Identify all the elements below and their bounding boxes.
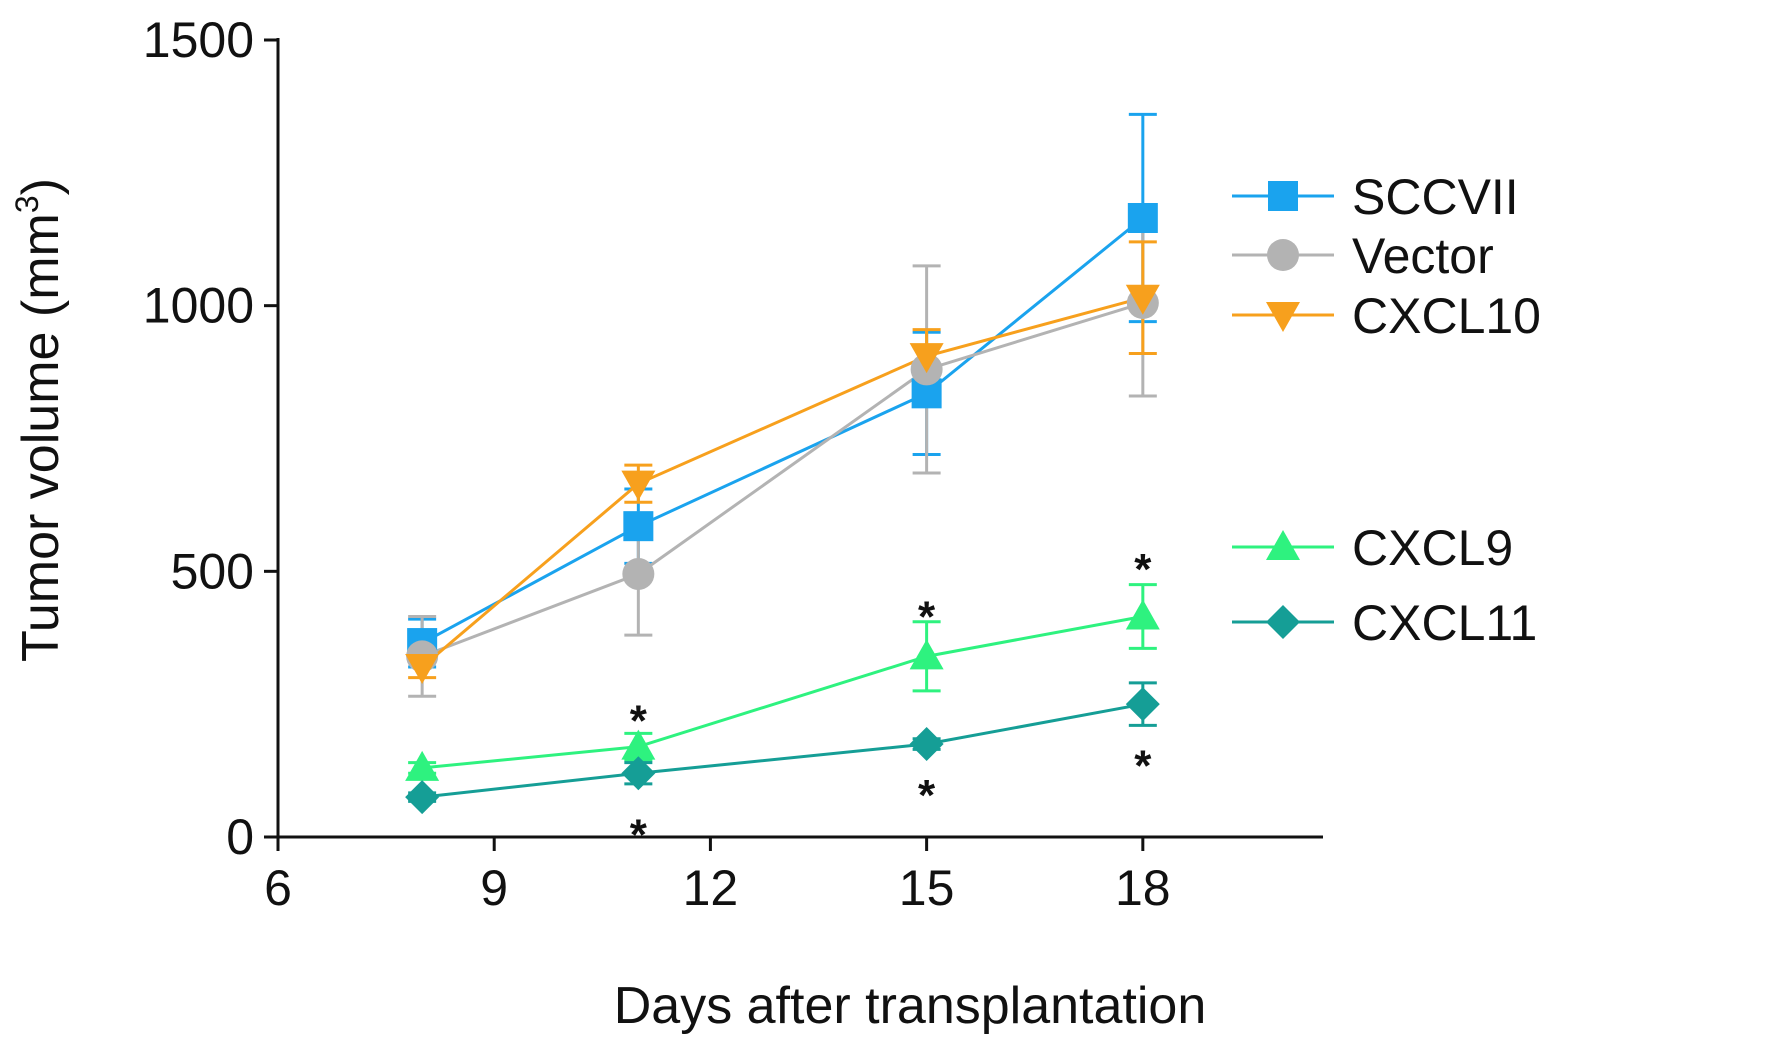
data-point-cxcl11 xyxy=(405,780,440,815)
data-point-vector xyxy=(622,557,655,590)
data-point-cxcl9 xyxy=(1125,599,1160,630)
error-bars xyxy=(408,112,1157,803)
data-markers xyxy=(405,202,1160,815)
significance-star: * xyxy=(918,593,936,642)
y-axis-title: Tumor volume (mm3) xyxy=(9,178,70,662)
series-line-sccvii xyxy=(421,216,1144,645)
y-tick-label: 1500 xyxy=(143,12,254,68)
significance-annotations: * * * * * * xyxy=(630,545,1152,860)
series-line-vector xyxy=(421,301,1144,658)
data-point-cxcl9 xyxy=(621,729,656,760)
series-line-cxcl11 xyxy=(421,702,1144,799)
y-axis-title-close: ) xyxy=(12,178,70,195)
data-point-cxcl10 xyxy=(405,653,440,684)
data-point-sccvii xyxy=(1127,202,1158,233)
y-tick-label: 0 xyxy=(226,809,254,865)
x-tick-label: 18 xyxy=(1115,860,1171,916)
x-axis-title: Days after transplantation xyxy=(614,977,1207,1035)
series-line-cxcl9 xyxy=(421,615,1144,770)
y-axis-title-superscript: 3 xyxy=(9,195,45,213)
x-tick-label: 15 xyxy=(899,860,955,916)
axes: 6 9 12 15 18 0 500 1000 1500 xyxy=(143,12,1323,916)
legend-label-vector: Vector xyxy=(1352,228,1494,284)
data-point-sccvii xyxy=(623,511,654,542)
significance-star: * xyxy=(918,771,936,820)
significance-star: * xyxy=(630,697,648,746)
legend-marker-vector xyxy=(1267,239,1299,271)
significance-star: * xyxy=(630,810,648,859)
x-tick-label: 9 xyxy=(480,860,508,916)
data-point-cxcl10 xyxy=(1125,284,1160,315)
data-point-cxcl11 xyxy=(621,756,656,791)
data-point-cxcl11 xyxy=(1125,687,1160,722)
data-point-cxcl10 xyxy=(621,470,656,501)
legend-label-cxcl10: CXCL10 xyxy=(1352,288,1541,344)
y-axis-title-main: Tumor volume (mm xyxy=(12,213,70,662)
y-tick-label: 1000 xyxy=(143,278,254,334)
data-point-cxcl9 xyxy=(909,639,944,670)
data-point-cxcl9 xyxy=(405,750,440,781)
legend-marker-cxcl10 xyxy=(1266,302,1300,332)
data-point-cxcl10 xyxy=(909,343,944,374)
legend-label-sccvii: SCCVII xyxy=(1352,169,1519,225)
legend-marker-cxcl9 xyxy=(1266,530,1300,560)
significance-star: * xyxy=(1134,741,1152,790)
data-point-cxcl11 xyxy=(909,727,944,762)
x-tick-label: 6 xyxy=(264,860,292,916)
legend-label-cxcl9: CXCL9 xyxy=(1352,520,1513,576)
series-line-cxcl10 xyxy=(421,296,1144,669)
legend-marker-sccvii xyxy=(1268,181,1298,211)
x-tick-label: 12 xyxy=(683,860,739,916)
significance-star: * xyxy=(1134,545,1152,594)
legend-marker-cxcl11 xyxy=(1266,605,1300,639)
y-tick-label: 500 xyxy=(171,543,254,599)
series-lines xyxy=(421,216,1144,799)
legend-label-cxcl11: CXCL11 xyxy=(1352,595,1537,651)
